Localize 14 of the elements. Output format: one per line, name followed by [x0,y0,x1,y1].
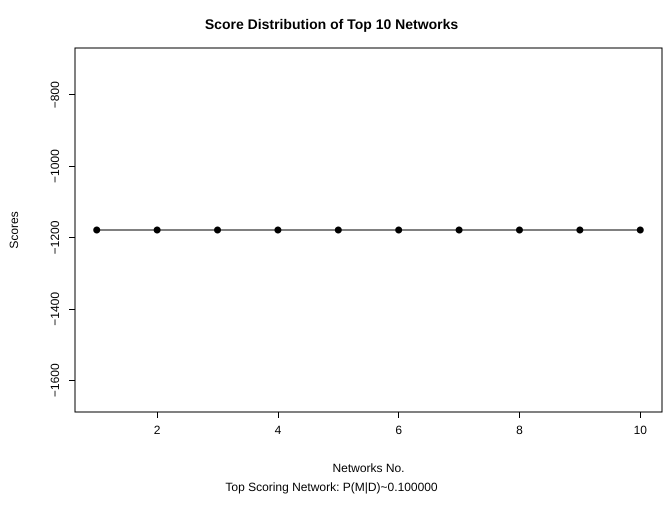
y-tick-label: −1600 [48,363,62,398]
x-tick-label: 8 [516,423,524,437]
chart-title: Score Distribution of Top 10 Networks [204,16,458,32]
x-tick-label: 6 [395,423,402,437]
x-tick-label: 10 [634,423,648,437]
y-axis-title: Scores [7,211,21,249]
y-tick-label: −1000 [48,148,62,183]
y-tick-label: −800 [48,80,62,108]
x-tick-label: 4 [274,423,282,437]
text: Top Scoring Network: P(M|D)~0.100000 [225,480,438,494]
x-axis-title: Networks No. [332,461,405,475]
y-tick-label: −1200 [48,220,62,254]
x-tick-label: 2 [154,423,161,437]
y-tick-label: −1400 [48,292,62,326]
